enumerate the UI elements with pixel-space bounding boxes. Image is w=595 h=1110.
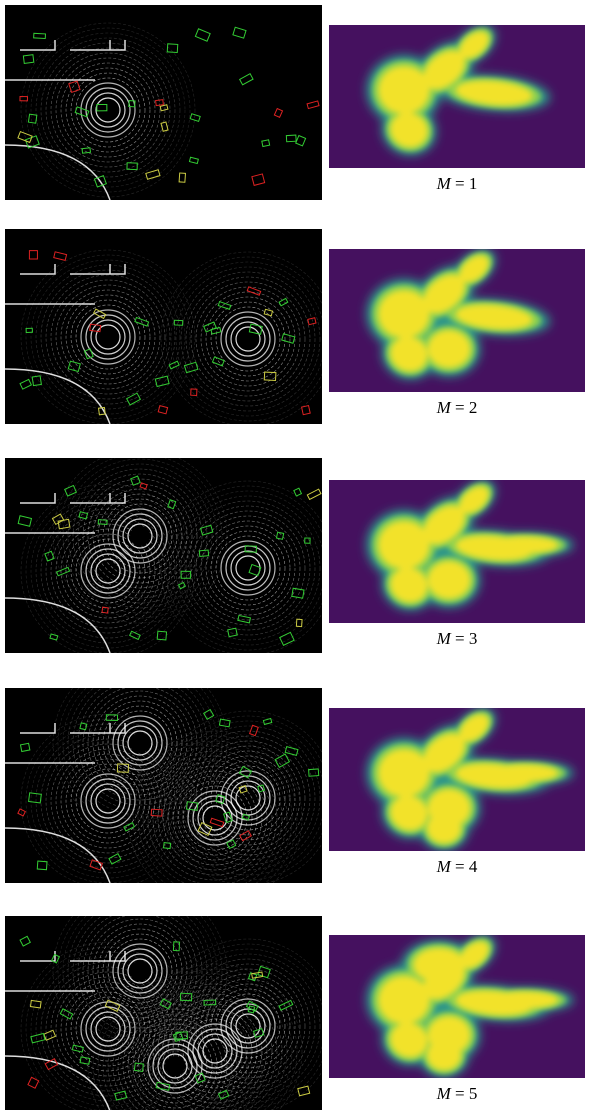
lidar-image — [5, 229, 335, 426]
lidar-image — [5, 5, 322, 200]
caption: M = 5 — [329, 1084, 585, 1104]
blob — [379, 66, 430, 114]
blob — [428, 561, 471, 598]
figure: (() => { const data = JSON.parse(documen… — [0, 0, 595, 1110]
sensor-hole — [165, 1056, 185, 1076]
blob — [379, 521, 430, 569]
sensor-hole — [98, 327, 118, 347]
heatmap — [329, 17, 585, 168]
lidar-image — [5, 656, 335, 905]
figure-canvas — [0, 0, 595, 1110]
sensor-hole — [98, 561, 118, 581]
heatmap — [329, 927, 585, 1078]
lidar-background — [5, 916, 322, 1110]
blob — [427, 813, 461, 844]
blob — [379, 976, 430, 1024]
heatmap — [329, 472, 585, 623]
sensor-hole — [130, 526, 150, 546]
lidar-background — [5, 688, 322, 883]
lidar-background — [5, 229, 322, 424]
heatmap — [329, 241, 585, 392]
sensor-hole — [98, 100, 118, 120]
sensor-hole — [238, 329, 258, 349]
blob — [490, 765, 558, 782]
lidar-image — [5, 449, 335, 658]
caption: M = 1 — [329, 174, 585, 194]
sensor-hole — [205, 1041, 225, 1061]
caption: M = 2 — [329, 398, 585, 418]
sensor-hole — [130, 733, 150, 753]
blob — [490, 537, 558, 554]
heatmap — [329, 700, 585, 851]
blob — [379, 290, 430, 338]
blob — [428, 330, 471, 367]
sensor-hole — [130, 961, 150, 981]
caption: M = 3 — [329, 629, 585, 649]
lidar-image — [5, 884, 335, 1110]
blob — [427, 1040, 461, 1071]
blob — [379, 749, 430, 797]
blob — [490, 992, 558, 1009]
blob — [414, 948, 465, 982]
caption: M = 4 — [329, 857, 585, 877]
